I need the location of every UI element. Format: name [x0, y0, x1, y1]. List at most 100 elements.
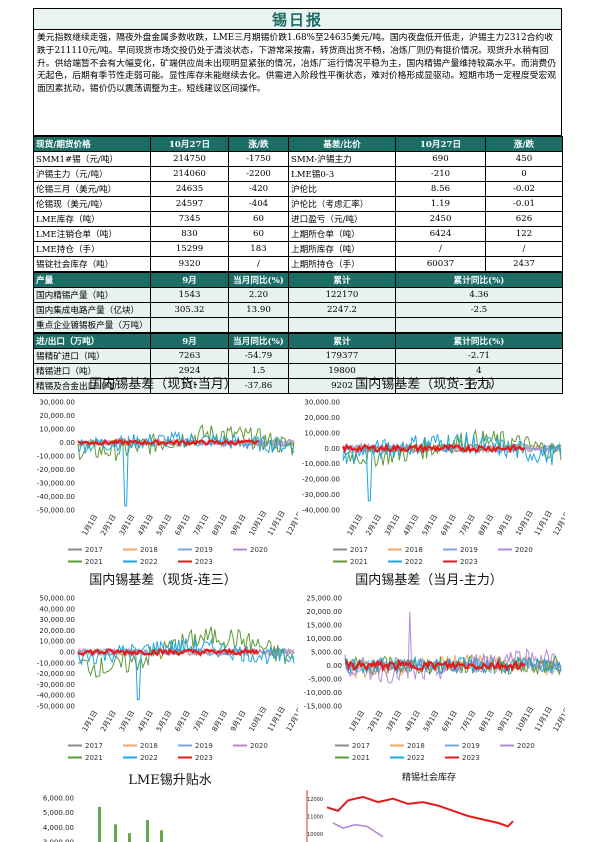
table-cell: 重点企业镀锡板产量（万吨）	[33, 317, 151, 333]
y-tick-label: -50,000.00	[37, 507, 75, 515]
y-tick-label: -20,000.00	[302, 476, 340, 484]
table-cell: 179377	[288, 348, 396, 364]
table-row: 国内精锡产量（吨） 1543 2.20 122170 4.36	[33, 287, 563, 303]
table-row: 精锡及合金出口（吨） 731 -37.86 9202 17.13	[33, 378, 563, 394]
table-cell: 15299	[150, 241, 229, 257]
trade-table: 进/出口（万吨） 9月 当月同比(%) 累计 累计同比(%) 锡精矿进口（吨） 7…	[33, 333, 563, 394]
legend-label: 2023	[195, 558, 213, 566]
y-tick-label: -40,000.00	[37, 692, 75, 700]
y-tick-label: 20,000.00	[306, 608, 342, 616]
header-cell: 累计	[288, 272, 396, 288]
y-tick-label: 11000	[307, 815, 323, 821]
series-line-2021	[342, 428, 562, 468]
table-cell: -1750	[228, 151, 289, 167]
y-tick-label: 0.00	[326, 662, 342, 670]
y-tick-label: -30,000.00	[302, 491, 340, 499]
table-cell: 305.32	[150, 302, 229, 318]
x-tick-label: 7月1日	[459, 709, 477, 733]
table-cell: 122170	[288, 287, 396, 303]
table-cell: 6424	[395, 226, 486, 242]
premium-bar	[160, 830, 163, 842]
series-line-2021	[78, 626, 295, 679]
x-tick-label: 2月1日	[99, 513, 117, 537]
table-row: LME持仓（手） 15299 183 上期所库存（吨） / /	[33, 241, 563, 257]
x-tick-label: 1月1日	[81, 709, 99, 733]
table-cell: 8.56	[395, 181, 486, 197]
header-cell: 涨/跌	[228, 136, 289, 152]
x-tick-label: 11月1日	[533, 509, 554, 537]
table-cell: 7263	[150, 348, 229, 364]
table-cell: 上期所库存（吨）	[288, 241, 396, 257]
table-row: LME注销仓单（吨） 830 60 上期所仓单（吨） 6424 122	[33, 226, 563, 242]
table-cell: 60	[228, 211, 289, 227]
legend-label: 2021	[85, 754, 103, 762]
table-cell: -420	[228, 181, 289, 197]
table-cell: 9320	[150, 256, 229, 272]
table-cell: 214750	[150, 151, 229, 167]
x-tick-label: 5月1日	[421, 513, 439, 537]
x-tick-label: 5月1日	[422, 709, 440, 733]
x-tick-label: 5月1日	[155, 709, 173, 733]
y-tick-label: 5,000.00	[311, 649, 342, 657]
table-cell: /	[485, 241, 563, 257]
market-commentary: 美元指数继续走强，隔夜外盘金属多数收跌，LME三月期锡价跌1.68%至24635…	[33, 30, 562, 136]
x-tick-label: 4月1日	[403, 709, 421, 733]
series-line-2020	[344, 611, 562, 684]
y-tick-label: 20,000.00	[39, 627, 75, 635]
table-cell: 24597	[150, 196, 229, 212]
table-cell: 183	[228, 241, 289, 257]
table-cell	[228, 317, 289, 333]
x-tick-label: 6月1日	[174, 709, 192, 733]
table-cell: 2247.2	[288, 302, 396, 318]
y-tick-label: -10,000.00	[302, 460, 340, 468]
x-tick-label: 9月1日	[496, 513, 514, 537]
y-tick-label: -20,000.00	[37, 670, 75, 678]
table-row: 重点企业镀锡板产量（万吨）	[33, 317, 563, 333]
legend-label: 2018	[140, 742, 158, 750]
x-tick-label: 7月1日	[458, 513, 476, 537]
table-cell: 24635	[150, 181, 229, 197]
table-cell: 17.13	[395, 378, 563, 394]
trade-table-header: 进/出口（万吨） 9月 当月同比(%) 累计 累计同比(%)	[33, 333, 563, 349]
header-cell: 10月27日	[150, 136, 229, 152]
legend-label: 2019	[195, 742, 213, 750]
chart-basis-spot-third: 国内锡基差（现货-连三） 50,000.00 40,000.00 30,000.00 2…	[28, 568, 298, 762]
y-tick-label: -10,000.00	[304, 689, 342, 697]
x-tick-label: 4月1日	[136, 709, 154, 733]
table-cell: 626	[485, 211, 563, 227]
y-tick-label: -30,000.00	[37, 681, 75, 689]
table-cell: LME注销仓单（吨）	[33, 226, 151, 242]
y-tick-label: -15,000.00	[304, 703, 342, 711]
table-cell: /	[395, 241, 486, 257]
y-tick-label: 10000	[307, 832, 323, 838]
legend-label: 2022	[405, 558, 423, 566]
legend-label: 2020	[250, 546, 268, 554]
chart-svg: 国内锡基差（现货-当月） 30,000.00 20,000.00 10,000.00 0…	[37, 376, 298, 566]
header-cell: 进/出口（万吨）	[33, 333, 151, 349]
table-cell: 9202	[288, 378, 396, 394]
table-cell: 4.36	[395, 287, 563, 303]
table-cell: 60037	[395, 256, 486, 272]
table-cell	[150, 317, 229, 333]
legend-label: 2019	[195, 546, 213, 554]
chart-lme-premium: LME锡升贴水 6,000.00 5,000.00 4,000.00 3,000.00	[28, 768, 298, 842]
table-cell: 830	[150, 226, 229, 242]
report-title: 锡日报	[33, 8, 562, 30]
y-tick-label: 6,000.00	[43, 795, 74, 803]
y-tick-label: 10,000.00	[39, 426, 75, 434]
table-row: 锡锭社会库存（吨） 9320/上期所持仓（手） 60037 2437	[33, 256, 563, 272]
header-cell: 现货/期货价格	[33, 136, 151, 152]
table-row: 国内集成电路产量（亿块） 305.32 13.90 2247.2 -2.5	[33, 302, 563, 318]
series-line-2023	[344, 658, 526, 673]
header-cell: 累计	[288, 333, 396, 349]
x-tick-label: 12月1日	[552, 509, 565, 537]
table-cell: 60	[228, 226, 289, 242]
header-cell: 基差/比价	[288, 136, 396, 152]
table-cell: -2.71	[395, 348, 563, 364]
table-row: 沪锡主力（元/吨） 214060 -2200 LME锡0-3 -210 0	[33, 166, 563, 182]
series-line-2023	[77, 647, 259, 657]
x-tick-label: 10月1日	[514, 509, 535, 537]
chart-title: 国内锡基差（现货-主力）	[355, 376, 502, 392]
table-cell: 13.90	[228, 302, 289, 318]
table-row: 伦锡三月（美元/吨） 24635 -420 沪伦比 8.56 -0.02	[33, 181, 563, 197]
